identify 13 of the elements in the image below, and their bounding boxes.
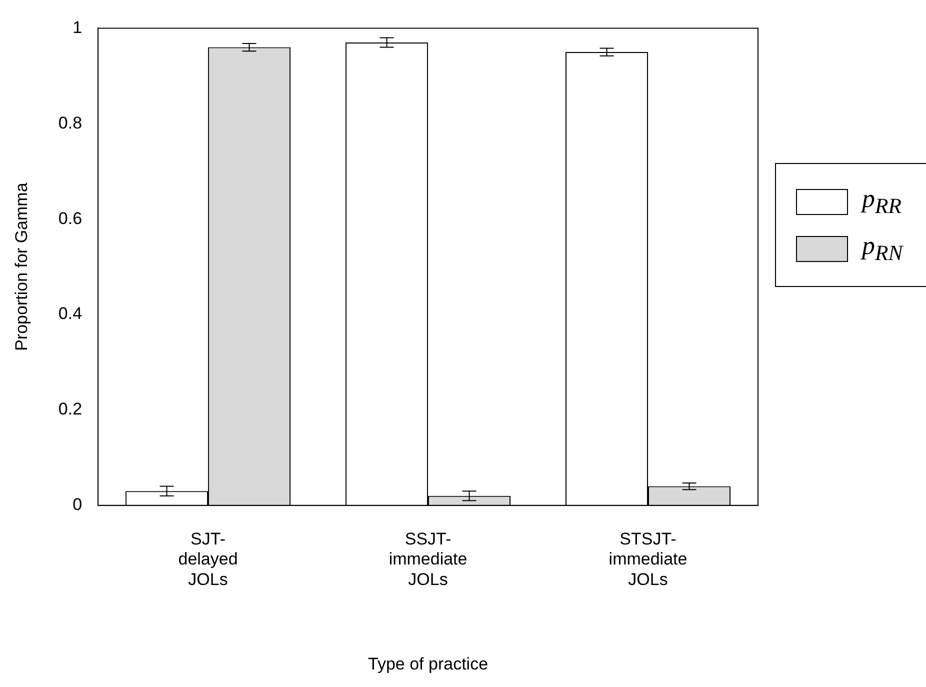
x-axis-title: Type of practice: [368, 654, 488, 674]
x-tick-label: SSJT-immediate JOLs: [388, 529, 468, 590]
y-axis-title: Proportion for Gamma: [12, 182, 31, 351]
y-tick-label: 0.8: [58, 113, 82, 132]
y-tick-label: 0: [72, 495, 82, 514]
y-tick-label: 0.6: [58, 208, 82, 228]
x-tick-label: SJT-delayed JOLs: [178, 529, 238, 590]
text: p$_{RR}$: [862, 184, 902, 220]
legend-label: p$_{RN}$: [862, 231, 903, 266]
x-tick-label: STSJT-immediate JOLs: [608, 529, 688, 590]
y-tick-label: 1: [72, 18, 82, 37]
y-tick-label: 0.2: [58, 400, 82, 419]
y-tick-label: 0.4: [58, 304, 82, 324]
